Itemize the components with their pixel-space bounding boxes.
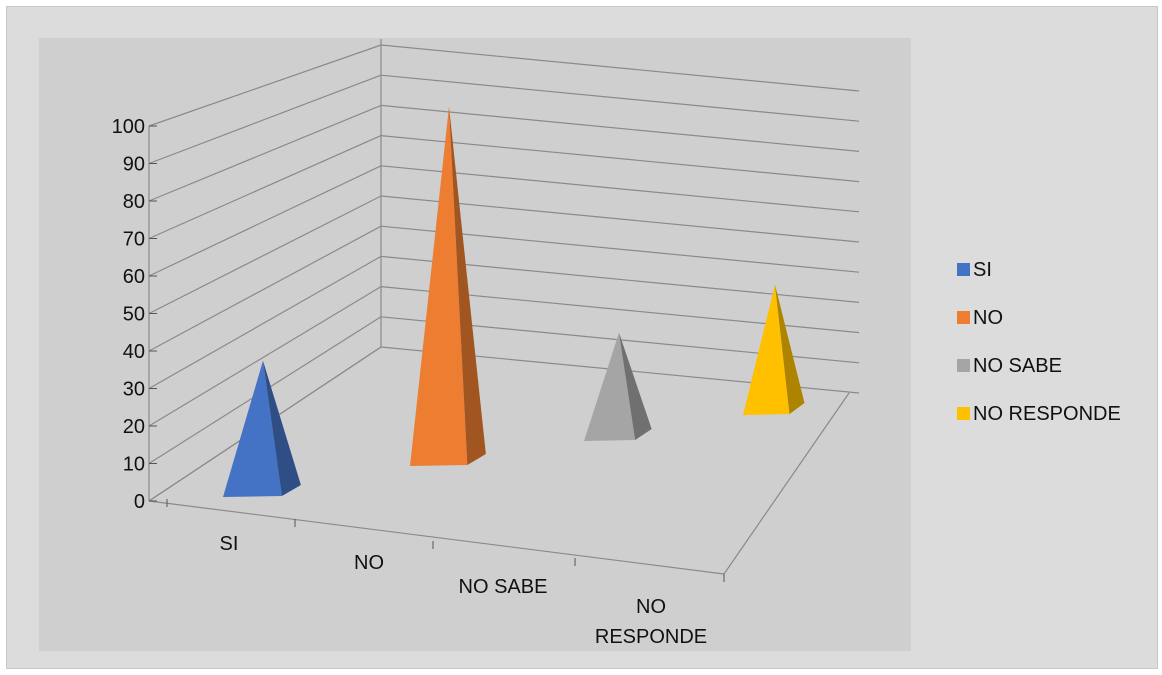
legend-label: SI [973,259,992,281]
x-category-label: RESPONDE [595,626,707,648]
x-category-label: SI [220,533,239,555]
pyramid-front-face [223,360,282,497]
y-tick-label: 80 [123,191,145,213]
pyramid-side-face [449,106,486,465]
legend-swatch [957,407,970,420]
back-gridline [380,135,860,183]
legend-label: NO [973,307,1003,329]
x-axis-line [148,500,725,575]
side-gridline [148,44,382,127]
y-tick-label: 0 [134,491,145,513]
y-tick-label: 50 [123,304,145,326]
x-axis-labels: SI NO NO SABE NO RESPONDE [166,499,725,648]
legend-label: NO SABE [973,355,1062,377]
y-tick-label: 70 [123,229,145,251]
y-axis-ticks: 0 10 20 30 40 50 60 70 80 90 100 [112,116,157,513]
pyramid-side-face [775,284,805,414]
pyramid-side-face [619,332,652,440]
back-gridline [380,195,860,243]
legend-swatch [957,263,970,276]
y-tick-label: 20 [123,416,145,438]
side-gridline [148,225,382,352]
side-gridline [148,195,382,315]
side-gridline [148,286,382,427]
side-gridline [148,255,382,390]
y-tick-label: 30 [123,379,145,401]
y-tick-label: 10 [123,454,145,476]
back-gridline [380,104,860,152]
side-gridline [148,165,382,277]
y-tick-label: 100 [112,116,145,138]
pyramid-front-face [584,332,636,441]
pyramid-front-face [410,106,468,466]
floor-right-edge [723,392,850,575]
x-category-label: NO SABE [459,576,548,598]
y-tick-label: 60 [123,266,145,288]
side-gridline [148,135,382,240]
side-gridline [148,74,382,165]
side-gridline [148,104,382,202]
legend-swatch [957,311,970,324]
back-gridline [380,44,860,92]
y-tick-label: 40 [123,341,145,363]
back-gridline [380,74,860,122]
legend-label: NO RESPONDE [973,403,1121,425]
back-gridline [380,165,860,213]
x-category-label: NO [354,552,384,574]
y-tick-label: 90 [123,154,145,176]
x-category-label: NO [636,596,666,618]
legend: SI NO NO SABE NO RESPONDE [957,259,1121,425]
legend-swatch [957,359,970,372]
pyramid-chart: 0 10 20 30 40 50 60 70 80 90 100 SI NO NO SABE NO RESP… [39,38,1121,651]
pyramids [223,106,805,497]
chart-frame: 0 10 20 30 40 50 60 70 80 90 100 SI NO NO SABE NO RESP… [6,6,1158,669]
pyramid-side-face [263,360,301,496]
pyramid-front-face [743,284,790,415]
